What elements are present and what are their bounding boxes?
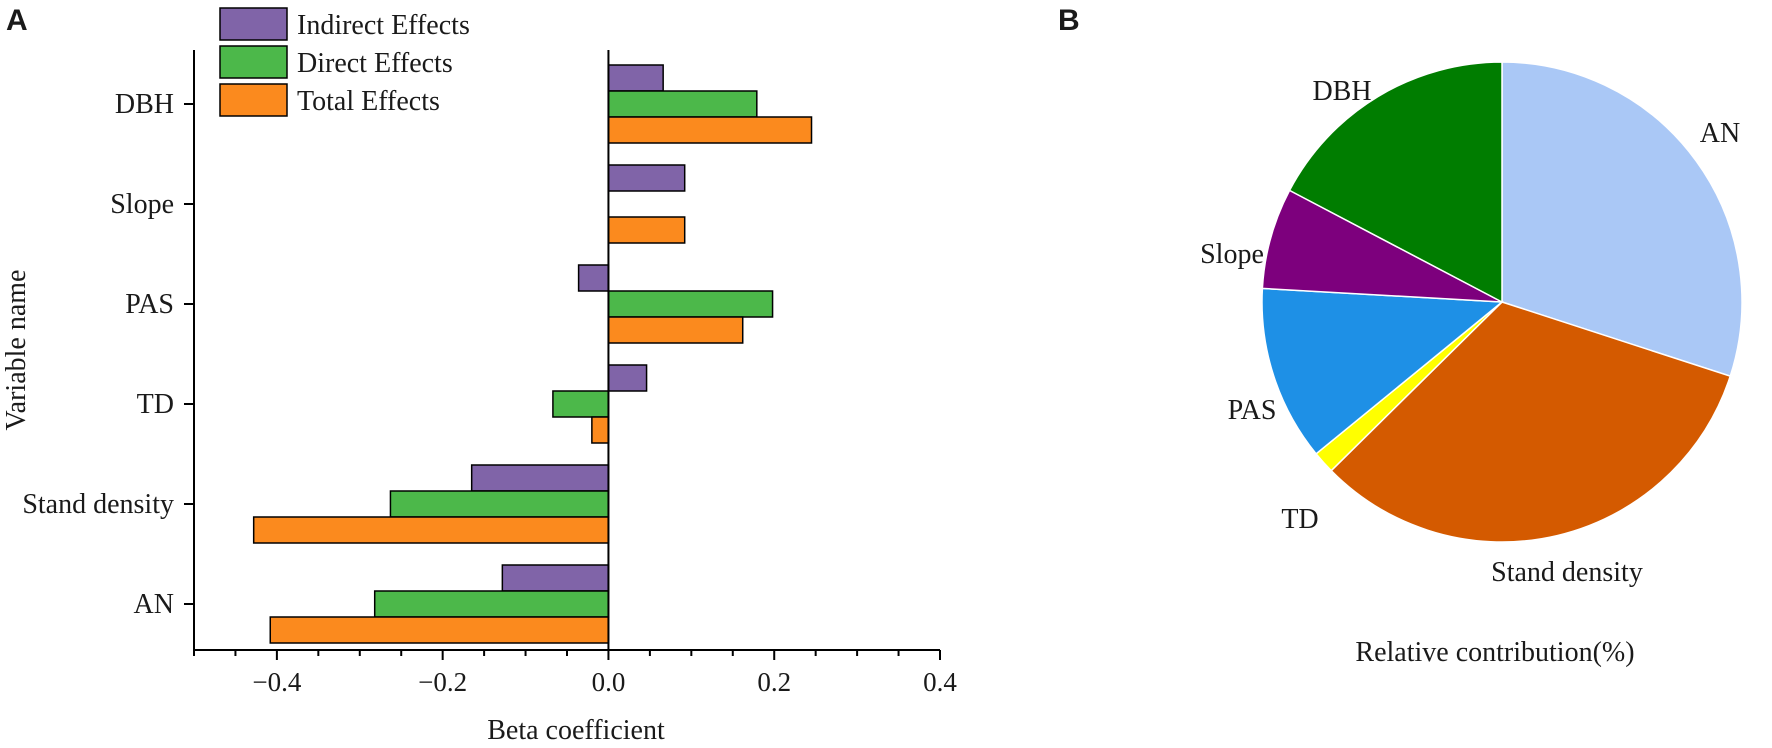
y-tick-label-dbh: DBH: [115, 89, 174, 120]
x-tick-label: 0.2: [757, 667, 791, 697]
bar-td-total-effects: [591, 416, 610, 444]
pie-slice-an: [1501, 61, 1743, 378]
pie-label-dbh: DBH: [1312, 76, 1371, 107]
pie-label-stand-density: Stand density: [1491, 557, 1643, 588]
x-tick-label: 0.4: [923, 667, 957, 697]
pie-slice-stand-density: [1330, 301, 1732, 543]
bar-td-indirect-effects: [607, 364, 648, 392]
bar-pas-direct-effects: [607, 290, 774, 318]
panel-b-letter: B: [1058, 4, 1080, 37]
bar-dbh-indirect-effects: [607, 64, 664, 92]
pie-labels: AN Stand density TD PAS Slope DBH: [1200, 76, 1740, 588]
y-tick-label-an: AN: [134, 589, 174, 620]
y-tick-label-stand-density: Stand density: [22, 489, 174, 520]
pie-label-an: AN: [1700, 118, 1740, 149]
x-ticks: −0.4 −0.2 0.0 0.2 0.4: [193, 650, 957, 697]
legend-swatch-indirect-effects: [219, 7, 288, 41]
bar-pas-total-effects: [607, 316, 744, 344]
bar-td-direct-effects: [552, 390, 610, 418]
pie-label-td: TD: [1281, 504, 1318, 535]
y-ticks: DBH Slope PAS TD Stand density AN: [22, 89, 194, 620]
bar-an-total-effects: [269, 616, 610, 644]
legend-label-indirect-effects: Indirect Effects: [297, 10, 470, 41]
legend-swatch-total-effects: [219, 83, 288, 117]
pie-slices: [1261, 61, 1743, 543]
bar-slope-total-effects: [607, 216, 686, 244]
bar-an-direct-effects: [373, 590, 610, 618]
bar-stand-density-direct-effects: [389, 490, 610, 518]
legend-swatch-direct-effects: [219, 45, 288, 79]
x-tick-label: −0.4: [252, 667, 301, 697]
x-tick-label: −0.2: [418, 667, 467, 697]
bar-stand-density-indirect-effects: [470, 464, 610, 492]
bar-dbh-direct-effects: [607, 90, 758, 118]
x-tick-label: 0.0: [592, 667, 626, 697]
bar-dbh-total-effects: [607, 116, 813, 144]
y-axis-title: Variable name: [1, 270, 32, 431]
pie-label-pas: PAS: [1228, 395, 1277, 426]
panel-a-letter: A: [6, 4, 28, 37]
bar-stand-density-total-effects: [252, 516, 610, 544]
pie-title: Relative contribution(%): [1355, 637, 1634, 668]
legend-label-direct-effects: Direct Effects: [297, 48, 453, 79]
bar-an-indirect-effects: [501, 564, 610, 592]
y-tick-label-pas: PAS: [125, 289, 174, 320]
pie-slice-pas: [1261, 287, 1504, 455]
x-axis-title: Beta coefficient: [487, 715, 665, 746]
bar-chart: −0.4 −0.2 0.0 0.2 0.4 DBH Slope PAS TD Stand den…: [1, 7, 957, 746]
pie-label-slope: Slope: [1200, 239, 1264, 270]
pie-slice-dbh: [1288, 61, 1503, 304]
pie-chart: AN Stand density TD PAS Slope DBH Relative co…: [1200, 61, 1743, 668]
y-tick-label-td: TD: [137, 389, 174, 420]
bar-pas-indirect-effects: [577, 264, 610, 292]
bar-slope-indirect-effects: [607, 164, 686, 192]
legend-label-total-effects: Total Effects: [297, 86, 440, 117]
bar-legend: Indirect Effects Direct Effects Total Effe…: [219, 7, 470, 117]
bar-marks: [252, 64, 813, 644]
y-tick-label-slope: Slope: [110, 189, 174, 220]
